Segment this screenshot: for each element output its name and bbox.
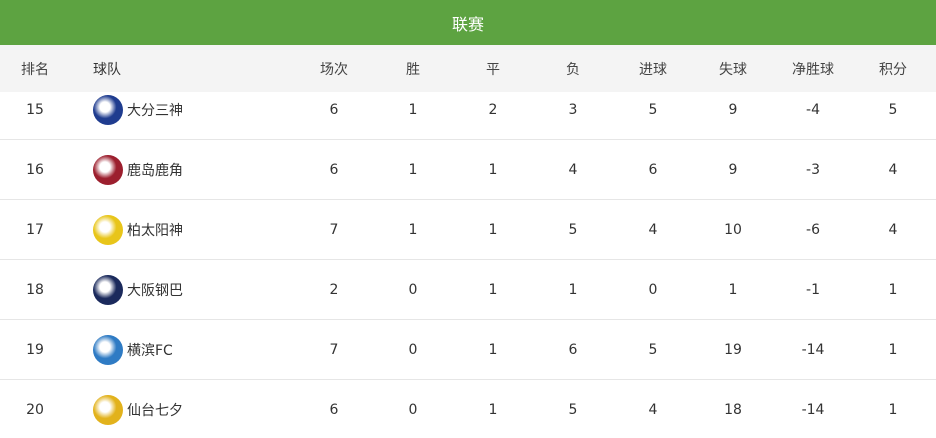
kashiwa-reysol-logo [93,214,123,245]
cell-gd: -1 [806,281,820,298]
oita-trinita-logo [93,94,123,125]
table-row[interactable]: 15 6 1 2 3 5 9 -4 5 大分三神 [0,92,936,140]
table-header: 排名 球队 场次 胜 平 负 进球 失球 净胜球 积分 [0,45,936,92]
header-wins: 胜 [406,61,420,78]
header-rank: 排名 [21,61,49,78]
cell-gf: 6 [648,161,658,178]
cell-ga: 9 [728,161,738,178]
cell-gf: 4 [648,221,658,238]
cell-gf: 4 [648,401,658,418]
cell-played: 2 [329,281,339,298]
cell-played: 7 [329,221,339,238]
team-cell[interactable]: 大分三神 [93,92,183,139]
cell-ga: 1 [728,281,738,298]
cell-pts: 4 [888,161,898,178]
cell-ga: 10 [724,221,742,238]
cell-gd: -14 [801,341,825,358]
header-goals-for: 进球 [639,61,667,78]
cell-rank: 17 [26,221,44,238]
cell-w: 1 [408,221,418,238]
team-cell[interactable]: 仙台七夕 [93,380,183,438]
table-row[interactable]: 19 7 0 1 6 5 19 -14 1 横滨FC [0,320,936,380]
cell-d: 1 [488,341,498,358]
cell-gd: -4 [806,101,820,118]
table-row[interactable]: 16 6 1 1 4 6 9 -3 4 鹿岛鹿角 [0,140,936,200]
standings-table[interactable]: 15 6 1 2 3 5 9 -4 5 大分三神 16 6 1 1 4 6 9 -3 4 鹿岛鹿角 17 7 1 1 5 4 10-… [0,92,936,438]
cell-l: 3 [568,101,578,118]
cell-w: 0 [408,341,418,358]
header-points: 积分 [879,61,907,78]
cell-pts: 1 [888,401,898,418]
cell-played: 7 [329,341,339,358]
cell-ga: 9 [728,101,738,118]
cell-w: 0 [408,281,418,298]
cell-l: 1 [568,281,578,298]
team-name: 大阪钢巴 [127,282,183,299]
cell-pts: 1 [888,341,898,358]
header-team: 球队 [93,61,121,78]
table-row[interactable]: 18 2 0 1 1 0 1 -1 1 大阪钢巴 [0,260,936,320]
vegalta-sendai-logo [93,394,123,425]
cell-w: 1 [408,101,418,118]
cell-gd: -14 [801,401,825,418]
cell-pts: 1 [888,281,898,298]
cell-pts: 5 [888,101,898,118]
header-draws: 平 [486,61,500,78]
cell-rank: 15 [26,101,44,118]
team-name: 大分三神 [127,102,183,119]
table-row[interactable]: 17 7 1 1 5 4 10 -6 4 柏太阳神 [0,200,936,260]
team-cell[interactable]: 柏太阳神 [93,200,183,259]
cell-l: 5 [568,221,578,238]
cell-ga: 18 [724,401,742,418]
header-played: 场次 [320,61,348,78]
header-losses: 负 [566,61,580,78]
cell-gf: 0 [648,281,658,298]
cell-l: 6 [568,341,578,358]
cell-l: 5 [568,401,578,418]
header-goals-against: 失球 [719,61,747,78]
cell-l: 4 [568,161,578,178]
team-name: 鹿岛鹿角 [127,162,183,179]
cell-d: 1 [488,401,498,418]
cell-w: 0 [408,401,418,418]
team-cell[interactable]: 横滨FC [93,320,173,379]
team-name: 横滨FC [127,342,173,359]
cell-gf: 5 [648,101,658,118]
cell-rank: 20 [26,401,44,418]
table-row[interactable]: 20 6 0 1 5 4 18 -14 1 仙台七夕 [0,380,936,438]
team-name: 仙台七夕 [127,402,183,419]
cell-pts: 4 [888,221,898,238]
cell-w: 1 [408,161,418,178]
league-title: 联赛 [451,14,484,34]
cell-played: 6 [329,161,339,178]
cell-gd: -3 [806,161,820,178]
gamba-osaka-logo [93,274,123,305]
header-goal-diff: 净胜球 [792,61,834,78]
cell-d: 2 [488,101,498,118]
cell-rank: 19 [26,341,44,358]
league-title-bar: 联赛 [0,0,936,45]
team-cell[interactable]: 大阪钢巴 [93,260,183,319]
cell-d: 1 [488,161,498,178]
cell-rank: 16 [26,161,44,178]
cell-d: 1 [488,281,498,298]
cell-played: 6 [329,101,339,118]
cell-rank: 18 [26,281,44,298]
cell-d: 1 [488,221,498,238]
cell-ga: 19 [724,341,742,358]
cell-gd: -6 [806,221,820,238]
kashima-antlers-logo [93,154,123,185]
team-cell[interactable]: 鹿岛鹿角 [93,140,183,199]
team-name: 柏太阳神 [127,222,183,239]
cell-gf: 5 [648,341,658,358]
cell-played: 6 [329,401,339,418]
yokohama-fc-logo [93,334,123,365]
